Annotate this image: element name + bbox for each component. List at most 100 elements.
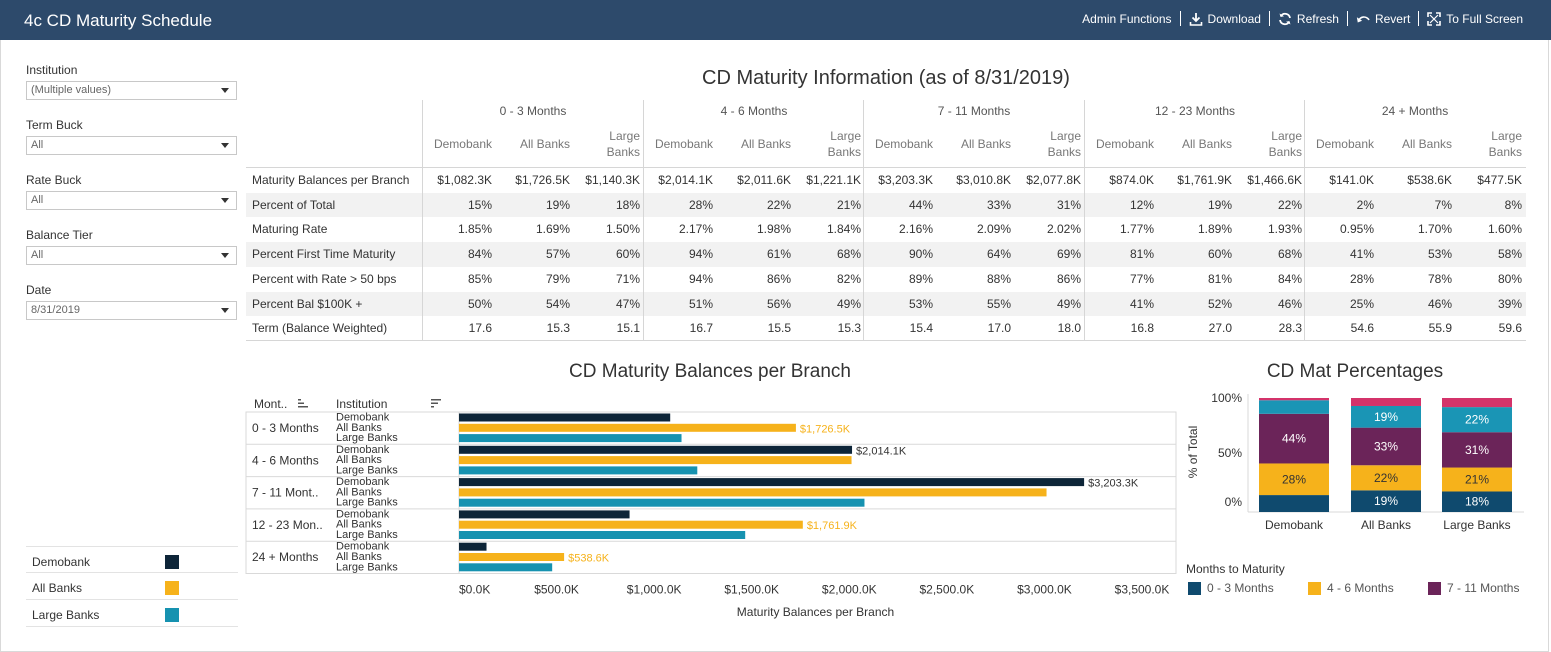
table-cell: 53% (1427, 247, 1452, 262)
table-cell: $2,011.6K (737, 173, 791, 187)
column-header-text: Banks (1268, 145, 1302, 159)
filter-label: Balance Tier (26, 228, 93, 242)
filter-rate-buck: Rate Buck All (26, 173, 238, 228)
legend-label: Large Banks (32, 608, 100, 622)
table-cell: 2.16% (898, 222, 933, 237)
column-header-text: Demobank (874, 137, 933, 151)
table-cell: 22% (766, 197, 791, 212)
table-cell: 33% (986, 197, 1011, 212)
table-cell: 25% (1349, 296, 1374, 311)
table-cell: 80% (1497, 271, 1522, 286)
date-dropdown[interactable]: 8/31/2019 (26, 301, 237, 320)
table-cell: 1.70% (1417, 222, 1452, 237)
dropdown-value: 8/31/2019 (31, 304, 80, 316)
table-cell: 94% (688, 271, 713, 286)
legend-swatch (165, 581, 179, 595)
table-cell: 60% (615, 247, 640, 262)
sort-icon[interactable] (431, 398, 443, 409)
table-cell: 53% (908, 296, 933, 311)
column-header-text: All Banks (519, 137, 570, 151)
column-header: Demobank (861, 136, 933, 152)
column-header: Large Banks (1450, 128, 1522, 160)
table-cell: $1,221.1K (806, 173, 861, 187)
table-cell: 84% (1277, 271, 1302, 286)
table-cell: 56% (766, 296, 791, 311)
table-cell: 54.6 (1350, 321, 1374, 336)
legend-swatch (165, 555, 179, 569)
bar-chart-title: CD Maturity Balances per Branch (569, 361, 851, 382)
admin-functions-button[interactable]: Admin Functions (1074, 12, 1179, 26)
legend-item-4-6-months[interactable]: 4 - 6 Months (1308, 581, 1394, 595)
filter-label: Term Buck (26, 118, 83, 132)
table-cell: 61% (766, 247, 791, 262)
row-label: Term (Balance Weighted) (252, 321, 388, 336)
fullscreen-icon (1427, 11, 1442, 26)
table-cell: 39% (1497, 296, 1522, 311)
table-cell: $3,203.3K (878, 173, 933, 187)
table-cell: 1.85% (457, 222, 492, 237)
download-button[interactable]: Download (1181, 12, 1269, 26)
table-cell: 88% (986, 271, 1011, 286)
term-buck-dropdown[interactable]: All (26, 136, 237, 155)
refresh-button[interactable]: Refresh (1270, 12, 1347, 26)
table-cell: 86% (1056, 271, 1081, 286)
dropdown-value: All (31, 139, 44, 151)
table-cell: 21% (836, 197, 861, 212)
table-cell: 1.50% (605, 222, 640, 237)
table-cell: 1.77% (1119, 222, 1154, 237)
table-cell: 47% (615, 296, 640, 311)
table-row: Percent of Total 15% 19% 18% 28% 22% 21% 44% 33%… (246, 192, 1526, 218)
table-cell: 0.95% (1339, 222, 1374, 237)
legend-item-0-3-months[interactable]: 0 - 3 Months (1188, 581, 1274, 595)
table-cell: 2.09% (976, 222, 1011, 237)
dropdown-value: All (31, 194, 44, 206)
month-column-header[interactable]: Mont.. (254, 397, 288, 411)
toolbar-divider (1418, 11, 1420, 26)
table-cell: $1,761.9K (1177, 173, 1232, 187)
table-cell: $1,082.3K (437, 173, 492, 187)
table-cell: 68% (836, 247, 861, 262)
balance-tier-dropdown[interactable]: All (26, 246, 237, 265)
column-header: All Banks (939, 136, 1011, 152)
column-header-text: Banks (827, 145, 861, 159)
table-cell: $2,014.1K (658, 173, 713, 187)
table-cell: 12% (1129, 197, 1154, 212)
legend-item-demobank[interactable]: Demobank (26, 546, 238, 573)
column-header-text: Demobank (1095, 137, 1154, 151)
filter-date: Date 8/31/2019 (26, 283, 238, 338)
table-cell: 57% (545, 247, 570, 262)
column-header: Large Banks (1009, 128, 1081, 160)
table-cell: 90% (908, 247, 933, 262)
legend-item-all-banks[interactable]: All Banks (26, 573, 238, 600)
legend-item-7-11-months[interactable]: 7 - 11 Months (1428, 581, 1519, 595)
group-header-label: 4 - 6 Months (720, 104, 788, 118)
table-cell: $1,726.5K (515, 173, 570, 187)
download-label: Download (1207, 11, 1261, 26)
column-header: Demobank (1302, 136, 1374, 152)
row-label: Percent of Total (252, 197, 336, 212)
table-cell: 19% (1207, 197, 1232, 212)
caret-down-icon (221, 308, 229, 313)
table-cell: 81% (1207, 271, 1232, 286)
table-cell: 55% (986, 296, 1011, 311)
legend-swatch (1428, 581, 1441, 595)
table-cell: 78% (1427, 271, 1452, 286)
table-cell: 19% (545, 197, 570, 212)
months-to-maturity-label: Months to Maturity (1186, 562, 1285, 576)
table-cell: $3,010.8K (956, 173, 1011, 187)
table-cell: 15.3 (546, 321, 570, 336)
table-cell: 64% (986, 247, 1011, 262)
rate-buck-dropdown[interactable]: All (26, 191, 237, 210)
revert-button[interactable]: Revert (1348, 12, 1418, 26)
column-header-text: Demobank (433, 137, 492, 151)
table-cell: 18% (615, 197, 640, 212)
column-header-text: Large (1271, 129, 1302, 143)
table-cell: 17.0 (987, 321, 1011, 336)
full-screen-button[interactable]: To Full Screen (1419, 12, 1531, 26)
institution-dropdown[interactable]: (Multiple values) (26, 81, 237, 100)
institution-column-header[interactable]: Institution (336, 397, 388, 411)
legend-item-large-banks[interactable]: Large Banks (26, 600, 238, 627)
dropdown-value: All (31, 249, 44, 261)
table-cell: 1.69% (535, 222, 570, 237)
sort-icon[interactable] (298, 398, 310, 409)
